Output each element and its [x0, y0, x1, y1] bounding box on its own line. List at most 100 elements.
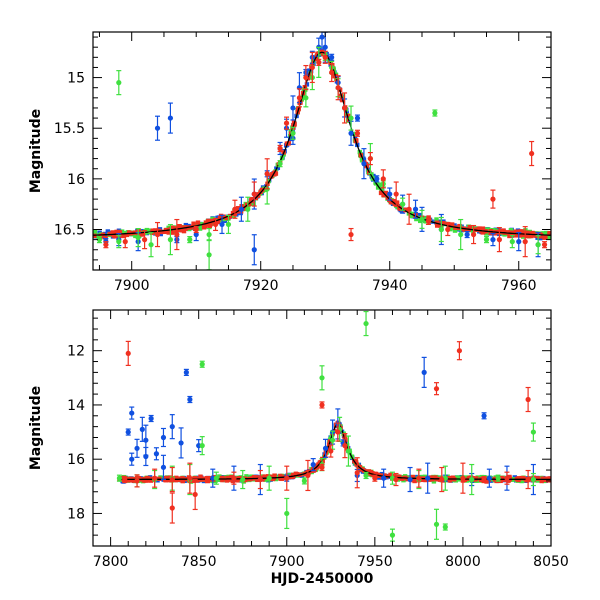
top-data-point-green [303, 95, 309, 101]
top-data-point-green [206, 231, 212, 238]
top-baseline-point [207, 223, 212, 229]
top-baseline-point [391, 198, 396, 204]
top-data-point-red [348, 231, 354, 238]
bottom-baseline-point [365, 470, 370, 476]
top-data-point-blue [290, 105, 296, 111]
top-baseline-point [178, 227, 183, 232]
top-baseline-point [354, 138, 359, 143]
top-baseline-point [434, 223, 440, 228]
bottom-data-point-red [439, 476, 445, 483]
top-y-tick-label: 15 [67, 71, 85, 87]
top-baseline-point [93, 233, 97, 239]
bottom-baseline-point [519, 478, 524, 484]
top-baseline-point [546, 235, 551, 240]
bottom-baseline-point [446, 475, 452, 481]
top-baseline-point [197, 226, 203, 231]
bottom-baseline-point [412, 478, 417, 484]
top-baseline-point [438, 223, 443, 228]
bottom-data-point-red [525, 476, 531, 483]
top-data-point-blue [319, 34, 325, 40]
top-baseline-point [525, 233, 530, 239]
bottom-data-point-red [433, 386, 440, 392]
top-baseline-point [319, 49, 325, 54]
top-data-point-blue [374, 176, 380, 182]
bottom-data-point-green [363, 320, 369, 327]
top-baseline-point [517, 229, 523, 234]
bottom-baseline-point [367, 469, 373, 475]
bottom-baseline-point [255, 475, 260, 480]
bottom-data-point-red [456, 348, 462, 354]
bottom-baseline-point [410, 474, 416, 480]
bottom-data-point-blue [129, 456, 135, 462]
top-x-tick-label: 7940 [372, 278, 408, 294]
top-model-curve [93, 51, 551, 236]
top-baseline-point [513, 230, 518, 235]
bottom-data-point-red [187, 475, 193, 481]
top-data-point-green [135, 234, 141, 241]
top-baseline-point [266, 178, 271, 184]
top-axis-ticks: 7900 7920 7940 7960 15 15.5 16 16.5 [54, 32, 552, 294]
bottom-x-tick-label: 8000 [445, 554, 481, 570]
top-panel: 7900 7920 7940 7960 15 15.5 16 16.5 Magnitude [28, 31, 552, 294]
top-data-point-red [264, 171, 270, 177]
bottom-y-tick-label: 14 [67, 398, 85, 414]
top-baseline-point [202, 223, 208, 228]
bottom-data-point-blue [486, 475, 492, 481]
top-baseline-point [269, 174, 274, 179]
top-baseline-point [170, 225, 175, 230]
bottom-data-point-green [530, 476, 536, 483]
top-baseline-point [105, 229, 111, 234]
top-panel-frame [92, 31, 552, 271]
top-baseline-point [287, 136, 293, 142]
top-data-point-red [496, 237, 502, 243]
bottom-baseline-point [220, 475, 225, 481]
top-baseline-point [195, 220, 201, 225]
bottom-data-point-red [192, 491, 198, 498]
top-baseline-point [206, 218, 211, 224]
top-data-point-green [438, 226, 444, 233]
top-baseline-point [177, 224, 182, 229]
bottom-data-point-green [329, 437, 336, 443]
top-y-tick-label: 16 [67, 172, 85, 188]
top-baseline-point [388, 200, 394, 205]
top-baseline-point [394, 200, 400, 205]
top-data-point-red [367, 155, 373, 162]
top-baseline-point [275, 165, 281, 170]
top-data-point-green [458, 231, 464, 238]
bottom-baseline-point [255, 477, 260, 483]
top-data-point-green [483, 237, 490, 243]
top-baseline-point [498, 228, 503, 234]
bottom-data-point-green [213, 475, 219, 481]
top-data-point-red [541, 242, 548, 248]
bottom-baseline-point [244, 474, 249, 479]
bottom-baseline-point [353, 459, 359, 465]
top-baseline-point [375, 185, 381, 190]
top-plot-area [93, 32, 551, 270]
top-baseline-point [146, 228, 152, 233]
top-data-point-red [425, 218, 432, 224]
top-data-point-red [341, 105, 348, 111]
top-y-axis-label: Magnitude [28, 109, 44, 193]
bottom-data-point-red [152, 475, 158, 481]
top-data-point-green [509, 239, 515, 245]
bottom-baseline-point [262, 474, 267, 479]
bottom-baseline-point [272, 473, 277, 478]
top-baseline-point [369, 172, 374, 177]
top-baseline-point [218, 215, 224, 221]
bottom-data-point-blue [148, 415, 154, 422]
bottom-y-tick-label: 18 [67, 506, 85, 522]
top-baseline-point [230, 210, 236, 216]
bottom-data-point-red [305, 472, 311, 479]
top-baseline-point [423, 216, 428, 221]
top-data-point-red [354, 130, 361, 136]
bottom-data-point-red [319, 464, 325, 470]
bottom-data-point-green [240, 476, 246, 483]
top-baseline-point [452, 228, 458, 233]
top-baseline-point [139, 231, 144, 236]
top-baseline-point [409, 213, 415, 219]
top-data-point-blue [329, 54, 335, 60]
top-baseline-point [304, 82, 310, 87]
bottom-data-point-red [328, 448, 334, 454]
top-data-point-red [154, 231, 161, 238]
bottom-data-point-green [530, 429, 536, 435]
